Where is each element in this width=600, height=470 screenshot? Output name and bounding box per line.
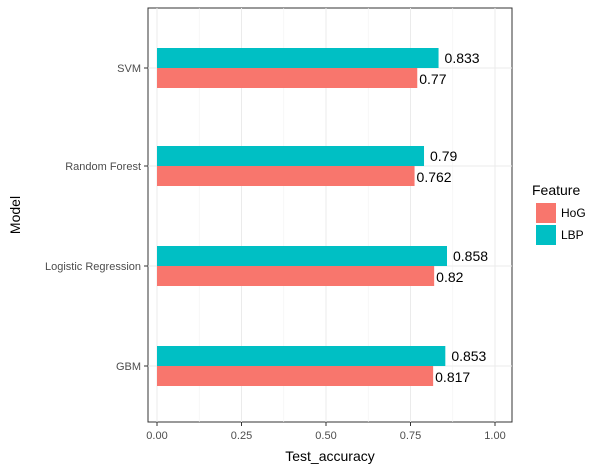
y-tick-label: Random Forest bbox=[65, 161, 141, 173]
bar-lbp bbox=[157, 246, 448, 266]
bar-hog bbox=[157, 68, 418, 88]
legend-label-hog: HoG bbox=[561, 206, 586, 220]
y-axis-ticks: GBM Logistic Regression Random Forest SVM bbox=[45, 63, 148, 373]
y-tick-label: SVM bbox=[117, 63, 141, 75]
legend-label-lbp: LBP bbox=[561, 228, 584, 242]
bar-lbp bbox=[157, 48, 439, 68]
x-tick-label: 0.25 bbox=[231, 430, 252, 442]
legend-key-lbp bbox=[536, 225, 556, 245]
y-axis-title: Model bbox=[7, 196, 23, 234]
x-tick-label: 0.00 bbox=[146, 430, 167, 442]
data-label-lbp: 0.853 bbox=[451, 348, 486, 364]
x-tick-label: 1.00 bbox=[484, 430, 505, 442]
y-tick-label: GBM bbox=[116, 361, 141, 373]
data-label-lbp: 0.858 bbox=[453, 248, 488, 264]
data-label-hog: 0.77 bbox=[419, 71, 446, 87]
data-label-hog: 0.762 bbox=[417, 169, 452, 185]
x-tick-label: 0.75 bbox=[400, 430, 421, 442]
data-label-hog: 0.817 bbox=[435, 369, 470, 385]
legend-title: Feature bbox=[532, 182, 580, 198]
bars bbox=[157, 48, 448, 386]
bar-lbp bbox=[157, 346, 446, 366]
bar-lbp bbox=[157, 146, 425, 166]
x-tick-label: 0.50 bbox=[315, 430, 336, 442]
data-label-lbp: 0.79 bbox=[430, 148, 457, 164]
bar-hog bbox=[157, 366, 434, 386]
legend-key-hog bbox=[536, 203, 556, 223]
y-tick-label: Logistic Regression bbox=[45, 261, 141, 273]
x-axis-title: Test_accuracy bbox=[285, 448, 374, 464]
x-axis-ticks: 0.00 0.25 0.50 0.75 1.00 bbox=[146, 422, 506, 442]
data-label-lbp: 0.833 bbox=[445, 50, 480, 66]
legend: Feature HoG LBP bbox=[532, 182, 586, 245]
bar-hog bbox=[157, 166, 415, 186]
data-label-hog: 0.82 bbox=[436, 269, 463, 285]
data-labels: 0.853 0.817 0.858 0.82 0.79 0.762 0.833 0.77 bbox=[417, 50, 489, 385]
bar-hog bbox=[157, 266, 435, 286]
